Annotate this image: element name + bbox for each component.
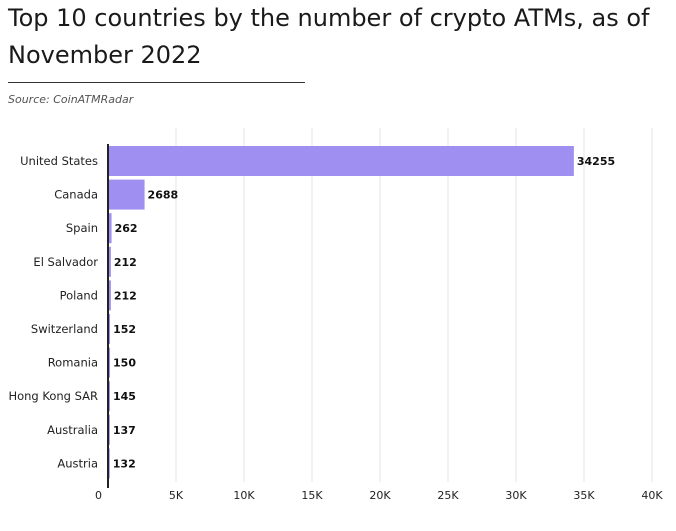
x-tick-label: 5K — [169, 489, 184, 502]
x-tick-label: 35K — [573, 489, 595, 502]
bar — [108, 314, 111, 344]
title-divider — [8, 82, 305, 83]
value-label: 137 — [113, 424, 136, 437]
bar — [108, 179, 145, 210]
value-label: 212 — [114, 289, 137, 302]
category-label: Spain — [66, 221, 98, 235]
category-label: United States — [20, 154, 98, 168]
category-labels: United States Canada Spain El Salvador Polan… — [8, 154, 98, 470]
value-label: 2688 — [148, 189, 179, 202]
bar — [108, 347, 111, 378]
category-label: Poland — [60, 288, 98, 302]
value-label: 262 — [115, 222, 138, 235]
source-note: Source: CoinATMRadar — [8, 93, 134, 106]
x-tick-label: 30K — [505, 489, 527, 502]
category-label: Romania — [48, 356, 98, 370]
value-label: 212 — [114, 256, 137, 269]
category-label: Canada — [54, 188, 98, 202]
chart-title: Top 10 countries by the number of crypto… — [8, 4, 650, 69]
value-labels: 34255 2688 262 212 212 152 150 145 137 132 — [113, 155, 615, 470]
x-tick-label: 0 — [95, 489, 102, 502]
value-label: 34255 — [577, 155, 615, 168]
value-label: 152 — [113, 323, 136, 336]
bar — [108, 213, 112, 244]
category-label: Switzerland — [31, 322, 98, 336]
x-tick-label: 40K — [641, 489, 663, 502]
value-label: 132 — [113, 457, 136, 470]
bar — [108, 246, 111, 277]
x-tick-label: 15K — [301, 489, 323, 502]
x-axis-ticks: 0 5K 10K 15K 20K 25K 30K 35K 40K — [95, 489, 663, 502]
value-label: 145 — [113, 390, 136, 403]
bar — [108, 146, 574, 176]
x-tick-label: 20K — [369, 489, 391, 502]
grid-lines — [175, 128, 653, 482]
x-tick-label: 10K — [233, 489, 255, 502]
category-label: Austria — [57, 456, 98, 470]
bar — [108, 280, 111, 311]
value-label: 150 — [113, 357, 136, 370]
category-label: Australia — [47, 423, 98, 437]
category-label: El Salvador — [33, 255, 98, 269]
category-label: Hong Kong SAR — [8, 389, 98, 403]
x-tick-label: 25K — [437, 489, 459, 502]
